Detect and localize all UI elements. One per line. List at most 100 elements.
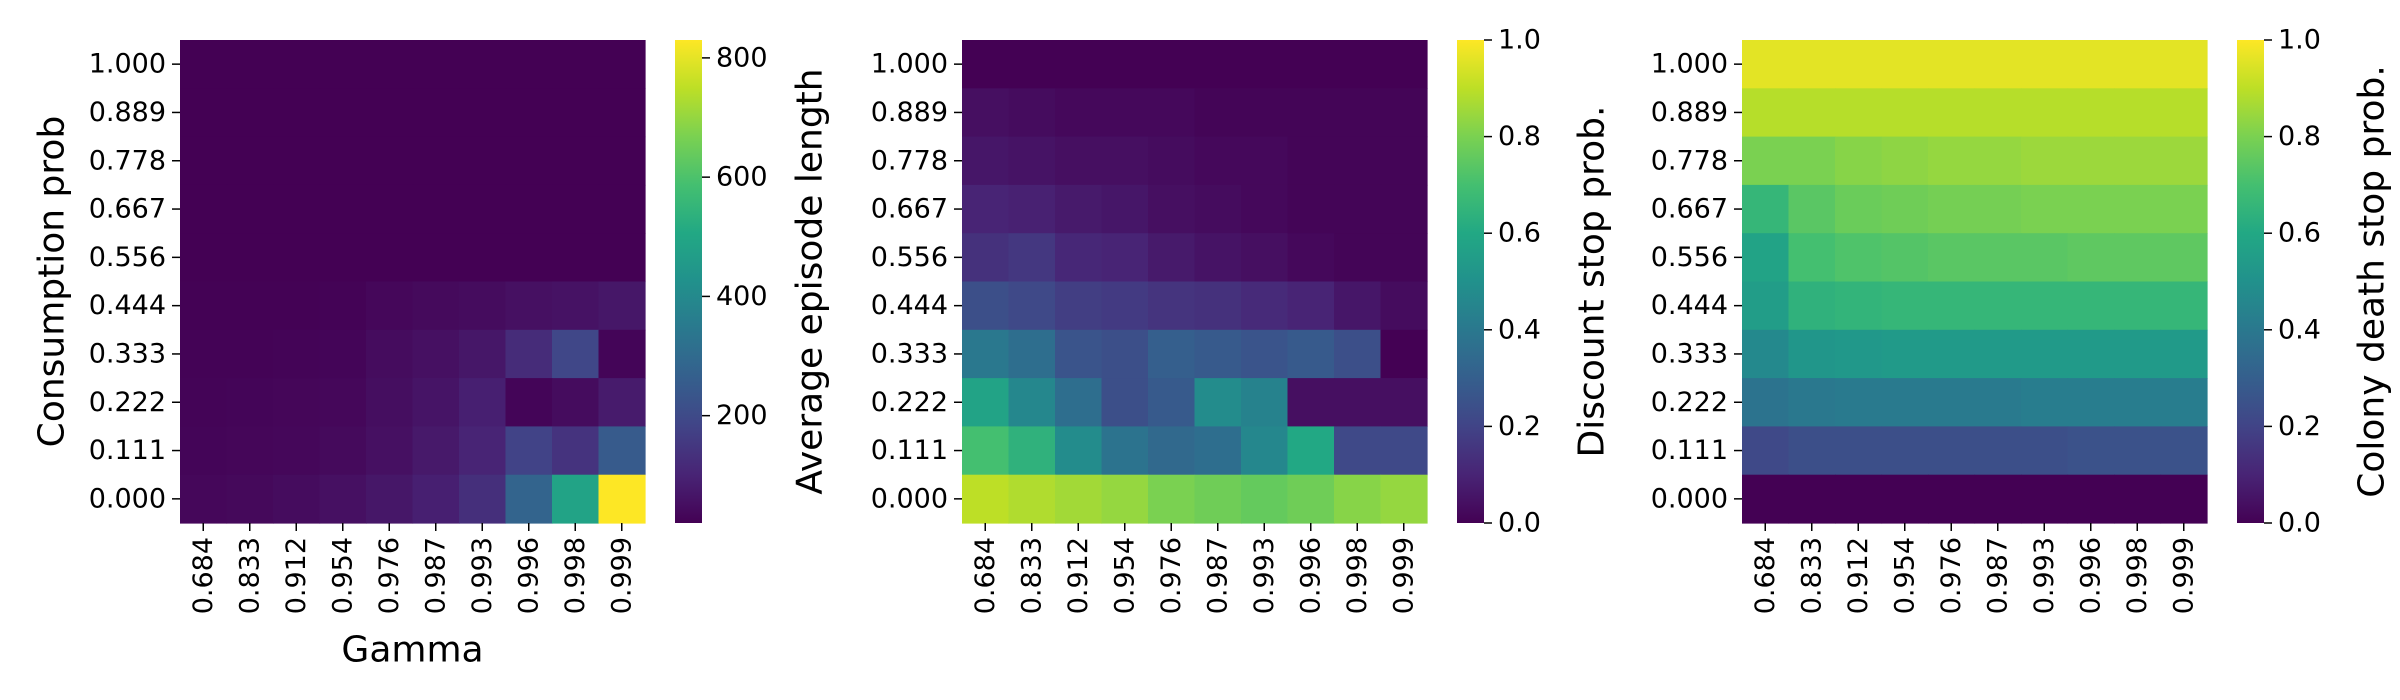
- heatmap-cell: [1055, 233, 1103, 283]
- heatmap-cell: [226, 184, 274, 234]
- heatmap-cell: [1928, 233, 1976, 283]
- colorbar: [675, 40, 702, 523]
- heatmap-cell: [2160, 136, 2208, 186]
- y-tick-label: 0.444: [1651, 290, 1728, 321]
- y-tick-label: 0.778: [89, 145, 166, 176]
- heatmap-cell: [1101, 426, 1149, 476]
- heatmap-cell: [1380, 136, 1428, 186]
- heatmap-cell: [962, 474, 1010, 524]
- heatmap-cell: [459, 426, 507, 476]
- heatmap-cell: [1148, 184, 1196, 234]
- y-tick-label: 0.667: [1651, 194, 1728, 225]
- heatmap-cell: [180, 426, 228, 476]
- heatmap-cell: [2160, 281, 2208, 331]
- heatmap-cell: [1742, 40, 1790, 89]
- heatmap-cell: [2021, 329, 2069, 379]
- x-tick-label: 0.954: [1109, 537, 1140, 614]
- y-tick-label: 1.000: [89, 49, 166, 80]
- heatmap-cell: [1241, 474, 1289, 524]
- heatmap-cell: [366, 136, 414, 186]
- heatmap-cell: [1101, 88, 1149, 138]
- heatmap-cell: [1881, 281, 1929, 331]
- heatmap-cell: [598, 40, 646, 89]
- colorbar-tick-label: 800: [716, 42, 768, 73]
- y-tick-label: 0.556: [1651, 242, 1728, 273]
- heatmap-cell: [2067, 184, 2115, 234]
- heatmap-cell: [2160, 378, 2208, 427]
- heatmap-cell: [1287, 329, 1335, 379]
- heatmap-cell: [505, 136, 553, 186]
- heatmap-cell: [1055, 40, 1103, 89]
- y-axis-title: Consumption prob: [32, 116, 73, 448]
- heatmap-cell: [1008, 40, 1056, 89]
- heatmap-cell: [2114, 40, 2162, 89]
- heatmap-cell: [1241, 88, 1289, 138]
- heatmap-cell: [1334, 329, 1382, 379]
- heatmap-cell: [1008, 426, 1056, 476]
- heatmap-cell: [1788, 329, 1836, 379]
- heatmap-cell: [2067, 40, 2115, 89]
- heatmap-cell: [1835, 474, 1883, 524]
- heatmap-cell: [1788, 136, 1836, 186]
- heatmap-cell: [1008, 88, 1056, 138]
- heatmap-cell: [552, 474, 600, 524]
- heatmap-cell: [598, 329, 646, 379]
- heatmap-cell: [552, 426, 600, 476]
- x-tick-label: 0.998: [1342, 537, 1373, 614]
- y-tick-label: 0.222: [1651, 387, 1728, 418]
- heatmap-cell: [1334, 40, 1382, 89]
- heatmap-cell: [459, 184, 507, 234]
- heatmap-cell: [1194, 378, 1242, 427]
- heatmap-cell: [319, 40, 367, 89]
- heatmap-cell: [412, 474, 460, 524]
- heatmap-cell: [1334, 474, 1382, 524]
- heatmap-cell: [2067, 474, 2115, 524]
- heatmap-cell: [552, 233, 600, 283]
- heatmap-cell: [1008, 281, 1056, 331]
- y-tick-label: 0.111: [89, 435, 166, 466]
- heatmap-cell: [962, 281, 1010, 331]
- heatmap-cell: [1241, 184, 1289, 234]
- heatmap-cell: [1055, 474, 1103, 524]
- heatmap-cell: [962, 136, 1010, 186]
- y-tick-label: 1.000: [871, 49, 948, 80]
- heatmap-cell: [2160, 329, 2208, 379]
- heatmap-cell: [319, 136, 367, 186]
- heatmap-cell: [1241, 136, 1289, 186]
- heatmap-cell: [1881, 184, 1929, 234]
- x-tick-label: 0.996: [513, 537, 544, 614]
- heatmap-cell: [2067, 136, 2115, 186]
- colorbar-tick-label: 1.0: [1498, 25, 1541, 56]
- heatmap-cell: [2114, 329, 2162, 379]
- heatmap-cell: [2114, 378, 2162, 427]
- heatmap-cell: [180, 184, 228, 234]
- y-tick-label: 1.000: [1651, 49, 1728, 80]
- heatmap-cell: [1101, 474, 1149, 524]
- x-tick-label: 0.912: [281, 537, 312, 614]
- heatmap-cell: [1241, 233, 1289, 283]
- heatmap-cell: [1241, 329, 1289, 379]
- y-tick-label: 0.222: [871, 387, 948, 418]
- heatmap-cell: [1788, 40, 1836, 89]
- y-tick-label: 0.444: [89, 290, 166, 321]
- heatmap-cell: [1974, 378, 2022, 427]
- colorbar-tick-label: 0.0: [1498, 508, 1541, 539]
- y-tick-label: 0.667: [89, 194, 166, 225]
- heatmap-cell: [1974, 281, 2022, 331]
- heatmap-cell: [1287, 40, 1335, 89]
- heatmap-cell: [1928, 88, 1976, 138]
- heatmap-cell: [962, 184, 1010, 234]
- heatmap-cell: [1881, 378, 1929, 427]
- y-tick-label: 0.222: [89, 387, 166, 418]
- heatmap-cell: [962, 329, 1010, 379]
- x-axis-title: Gamma: [341, 630, 483, 671]
- heatmap-cell: [273, 426, 321, 476]
- heatmap-cell: [1101, 378, 1149, 427]
- heatmap-cell: [1788, 474, 1836, 524]
- heatmap-cell: [366, 281, 414, 331]
- heatmap-cell: [273, 378, 321, 427]
- heatmap-cell: [1380, 474, 1428, 524]
- heatmap-cell: [180, 40, 228, 89]
- heatmap-cell: [1148, 136, 1196, 186]
- x-tick-label: 0.912: [1843, 537, 1874, 614]
